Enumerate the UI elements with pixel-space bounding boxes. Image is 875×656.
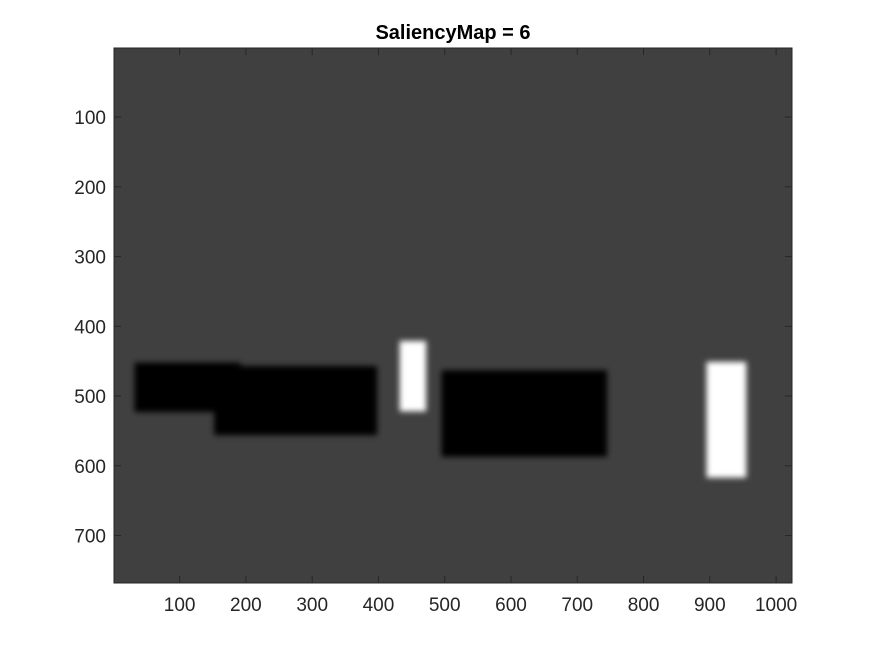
y-tick-label: 200 <box>74 178 106 199</box>
x-tick-label: 200 <box>230 595 262 616</box>
x-tick-label: 700 <box>561 595 593 616</box>
y-axis: 100 200 300 400 500 600 700 <box>74 108 792 548</box>
axes-frame <box>113 47 793 584</box>
y-tick-label: 600 <box>74 457 106 478</box>
x-tick-label: 100 <box>164 595 196 616</box>
x-tick-label: 800 <box>628 595 660 616</box>
chart-title: SaliencyMap = 6 <box>375 22 530 44</box>
y-tick-label: 100 <box>74 108 106 129</box>
x-tick-label: 500 <box>429 595 461 616</box>
saliency-region-3 <box>399 340 427 412</box>
saliency-region-5 <box>706 361 747 478</box>
x-tick-label: 900 <box>694 595 726 616</box>
saliency-region-2 <box>214 366 378 436</box>
saliency-region-4 <box>441 370 608 457</box>
x-tick-label: 400 <box>363 595 395 616</box>
x-axis: 100 200 300 400 500 600 700 800 900 1000 <box>164 48 797 616</box>
y-tick-label: 700 <box>74 527 106 548</box>
x-tick-label: 1000 <box>755 595 797 616</box>
image-area <box>114 48 792 583</box>
y-tick-label: 300 <box>74 248 106 269</box>
x-tick-label: 600 <box>495 595 527 616</box>
x-tick-label: 300 <box>296 595 328 616</box>
saliency-regions <box>134 340 747 478</box>
y-tick-label: 500 <box>74 387 106 408</box>
y-tick-label: 400 <box>74 317 106 338</box>
